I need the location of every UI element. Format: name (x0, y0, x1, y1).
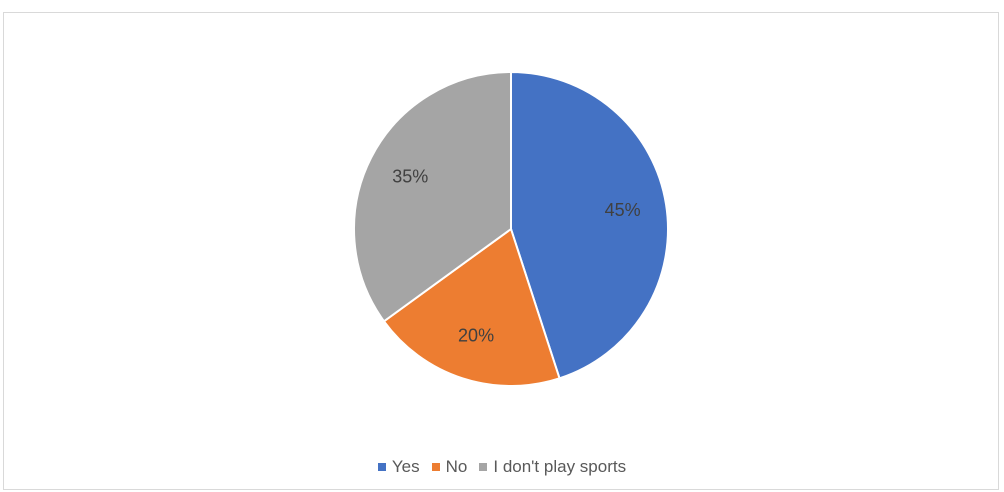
pie-slice-yes (510, 70, 669, 380)
legend: Yes No I don't play sports (0, 455, 1004, 479)
legend-swatch-no-sports (479, 463, 488, 471)
pie-slice-no-sports (353, 70, 512, 323)
legend-label-no: No (445, 457, 468, 476)
pie-slice-no (382, 227, 561, 387)
data-label-no-sports: 35% (392, 166, 428, 186)
legend-item-no-sports: I don't play sports (479, 457, 626, 477)
legend-swatch-yes (377, 463, 386, 471)
legend-label-yes: Yes (391, 457, 420, 476)
legend-item-yes: Yes (377, 457, 420, 477)
legend-swatch-no (431, 463, 440, 471)
legend-label-no-sports: I don't play sports (493, 457, 627, 476)
legend-item-no: No (431, 457, 468, 477)
data-label-no: 20% (458, 325, 494, 345)
data-label-yes: 45% (605, 200, 641, 220)
